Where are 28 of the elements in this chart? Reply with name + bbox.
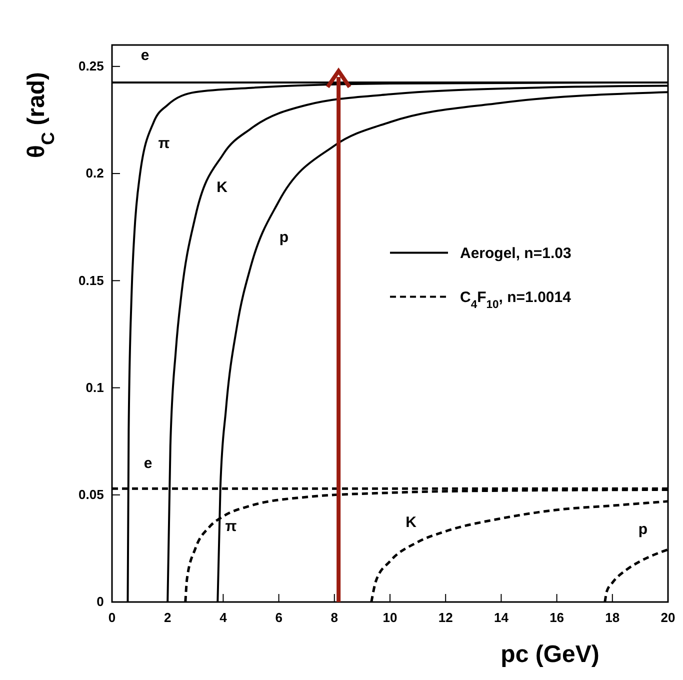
y-tick-label: 0.15 [78,272,104,288]
x-tick-label: 8 [330,610,338,625]
y-tick-label: 0.2 [86,166,104,181]
x-tick-label: 14 [494,610,510,625]
x-axis-title: pc (GeV) [500,641,600,668]
annotation: π [158,135,170,152]
annotation: K [406,514,417,531]
y-tick-label: 0.25 [78,58,104,74]
y-tick-label: 0.1 [86,380,104,395]
x-tick-label: 6 [275,610,282,625]
x-tick-label: 0 [108,610,116,625]
x-tick-label: 2 [164,610,172,625]
y-tick-label: 0 [96,594,104,610]
legend-label: Aerogel, n=1.03 [460,244,572,262]
y-tick-label: 0.05 [78,487,104,502]
x-tick-label: 18 [605,610,620,625]
annotation: p [638,521,648,538]
x-tick-label: 4 [220,610,228,625]
annotation: p [279,229,289,246]
annotation: e [140,47,150,64]
annotation: e [144,455,152,472]
legend-label: C$_{4}$F$_{10}$, n=1.0014 [460,288,572,311]
x-tick-label: 20 [660,610,676,625]
annotation: K [216,179,228,196]
x-tick-label: 16 [550,610,564,625]
x-tick-label: 10 [382,610,398,625]
annotation: π [225,518,238,535]
x-tick-label: 12 [438,610,453,625]
